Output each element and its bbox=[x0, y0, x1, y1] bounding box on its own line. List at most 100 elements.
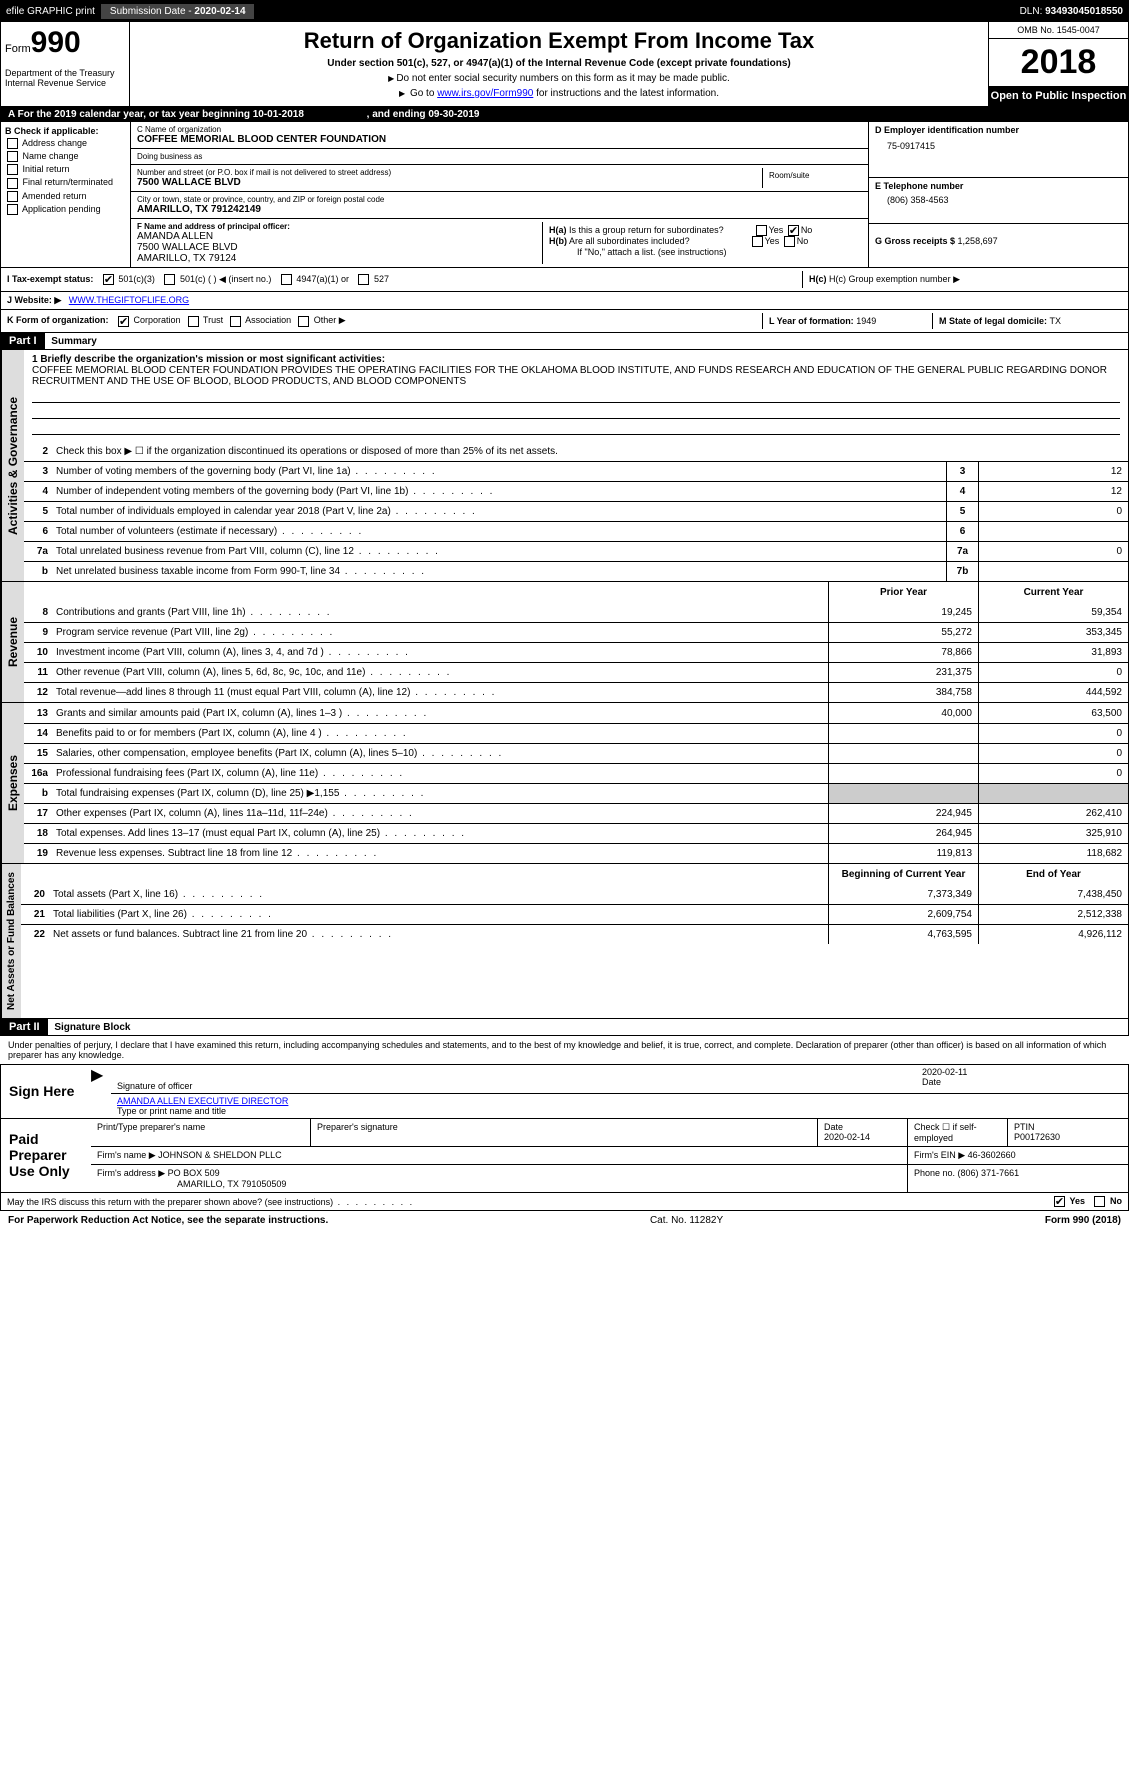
cb-corporation[interactable] bbox=[118, 316, 129, 327]
governance-section: Activities & Governance 1 Briefly descri… bbox=[0, 350, 1129, 582]
cb-pending: Application pending bbox=[5, 204, 126, 215]
col-b-checkboxes: B Check if applicable: Address change Na… bbox=[1, 122, 131, 267]
h-b: H(b) Are all subordinates included? Yes … bbox=[549, 236, 856, 247]
omb-number: OMB No. 1545-0047 bbox=[989, 22, 1128, 39]
line-20: 20Total assets (Part X, line 16)7,373,34… bbox=[21, 884, 1128, 904]
org-name: COFFEE MEMORIAL BLOOD CENTER FOUNDATION bbox=[137, 134, 862, 145]
ein-value: 75-0917415 bbox=[875, 135, 1122, 157]
expenses-tab: Expenses bbox=[1, 703, 24, 863]
paid-preparer-label: Paid Preparer Use Only bbox=[1, 1119, 91, 1192]
goto-note: Go to www.irs.gov/Form990 for instructio… bbox=[136, 88, 982, 99]
line-11: 11Other revenue (Part VIII, column (A), … bbox=[24, 662, 1128, 682]
gov-line-4: 4Number of independent voting members of… bbox=[24, 481, 1128, 501]
part2-header: Part II Signature Block bbox=[0, 1019, 1129, 1036]
org-city: AMARILLO, TX 791242149 bbox=[137, 204, 862, 215]
inspection-badge: Open to Public Inspection bbox=[989, 86, 1128, 106]
col-c-org-info: C Name of organization COFFEE MEMORIAL B… bbox=[131, 122, 868, 267]
period-row: A For the 2019 calendar year, or tax yea… bbox=[0, 107, 1129, 122]
discuss-no[interactable] bbox=[1094, 1196, 1105, 1207]
info-grid: B Check if applicable: Address change Na… bbox=[0, 122, 1129, 268]
cb-initial-return: Initial return bbox=[5, 164, 126, 175]
ptin-value: P00172630 bbox=[1014, 1132, 1122, 1142]
h-a: H(a) H(a) Is this a group return for sub… bbox=[549, 225, 856, 236]
cb-name-change: Name change bbox=[5, 151, 126, 162]
line-10: 10Investment income (Part VIII, column (… bbox=[24, 642, 1128, 662]
line-21: 21Total liabilities (Part X, line 26)2,6… bbox=[21, 904, 1128, 924]
revenue-header: Prior Year Current Year bbox=[24, 582, 1128, 602]
mission-text: COFFEE MEMORIAL BLOOD CENTER FOUNDATION … bbox=[32, 365, 1120, 387]
penalty-declaration: Under penalties of perjury, I declare th… bbox=[0, 1036, 1129, 1064]
netassets-tab: Net Assets or Fund Balances bbox=[1, 864, 21, 1018]
tax-year: 2018 bbox=[989, 39, 1128, 86]
cb-address-change: Address change bbox=[5, 138, 126, 149]
dln: DLN: 93493045018550 bbox=[1014, 4, 1129, 19]
tax-status-row: I Tax-exempt status: 501(c)(3) 501(c) ( … bbox=[0, 268, 1129, 292]
year-formation: 1949 bbox=[856, 316, 876, 326]
mission-block: 1 Briefly describe the organization's mi… bbox=[24, 350, 1128, 441]
form990-link[interactable]: www.irs.gov/Form990 bbox=[437, 88, 533, 99]
officer-info: AMANDA ALLEN 7500 WALLACE BLVD AMARILLO,… bbox=[137, 231, 542, 264]
firm-address: PO BOX 509 bbox=[168, 1168, 220, 1178]
cb-501c3[interactable] bbox=[103, 274, 114, 285]
gov-line-3: 3Number of voting members of the governi… bbox=[24, 461, 1128, 481]
expenses-section: Expenses 13Grants and similar amounts pa… bbox=[0, 703, 1129, 864]
form-header: Form990 Department of the Treasury Inter… bbox=[0, 22, 1129, 107]
line-12: 12Total revenue—add lines 8 through 11 (… bbox=[24, 682, 1128, 702]
line-8: 8Contributions and grants (Part VIII, li… bbox=[24, 602, 1128, 622]
h-b-note: If "No," attach a list. (see instruction… bbox=[549, 247, 856, 257]
discuss-row: May the IRS discuss this return with the… bbox=[0, 1193, 1129, 1211]
revenue-tab: Revenue bbox=[1, 582, 24, 702]
line-13: 13Grants and similar amounts paid (Part … bbox=[24, 703, 1128, 723]
gov-line-6: 6Total number of volunteers (estimate if… bbox=[24, 521, 1128, 541]
prep-date: 2020-02-14 bbox=[824, 1132, 901, 1142]
line-14: 14Benefits paid to or for members (Part … bbox=[24, 723, 1128, 743]
line-22: 22Net assets or fund balances. Subtract … bbox=[21, 924, 1128, 944]
sign-arrow-icon: ▶ bbox=[91, 1065, 111, 1118]
gov-line-b: bNet unrelated business taxable income f… bbox=[24, 561, 1128, 581]
page-footer: For Paperwork Reduction Act Notice, see … bbox=[0, 1211, 1129, 1230]
cb-amended: Amended return bbox=[5, 191, 126, 202]
governance-tab: Activities & Governance bbox=[1, 350, 24, 581]
department-label: Department of the Treasury Internal Reve… bbox=[5, 68, 125, 88]
col-d-ein: D Employer identification number 75-0917… bbox=[868, 122, 1128, 267]
sign-date: 2020-02-11 bbox=[922, 1067, 1122, 1077]
part1-header: Part I Summary bbox=[0, 333, 1129, 350]
top-bar: efile GRAPHIC print Submission Date - 20… bbox=[0, 0, 1129, 22]
state-domicile: TX bbox=[1050, 316, 1062, 326]
line-19: 19Revenue less expenses. Subtract line 1… bbox=[24, 843, 1128, 863]
ssn-note: Do not enter social security numbers on … bbox=[136, 73, 982, 84]
netassets-section: Net Assets or Fund Balances Beginning of… bbox=[0, 864, 1129, 1019]
firm-ein: 46-3602660 bbox=[968, 1150, 1016, 1160]
submission-date: Submission Date - 2020-02-14 bbox=[102, 4, 254, 19]
line-17: 17Other expenses (Part IX, column (A), l… bbox=[24, 803, 1128, 823]
gross-receipts: 1,258,697 bbox=[958, 236, 998, 246]
phone-value: (806) 358-4563 bbox=[875, 191, 1122, 209]
form-subtitle: Under section 501(c), 527, or 4947(a)(1)… bbox=[136, 58, 982, 69]
h-c: H(c) H(c) Group exemption number ▶ bbox=[802, 271, 1122, 288]
sign-here-label: Sign Here bbox=[1, 1065, 91, 1118]
discuss-yes[interactable] bbox=[1054, 1196, 1065, 1207]
form-id-cell: Form990 Department of the Treasury Inter… bbox=[0, 22, 130, 107]
gov-line-5: 5Total number of individuals employed in… bbox=[24, 501, 1128, 521]
self-employed-check: Check ☐ if self-employed bbox=[908, 1119, 1008, 1146]
website-row: J Website: ▶ WWW.THEGIFTOFLIFE.ORG bbox=[0, 292, 1129, 310]
line-9: 9Program service revenue (Part VIII, lin… bbox=[24, 622, 1128, 642]
line-18: 18Total expenses. Add lines 13–17 (must … bbox=[24, 823, 1128, 843]
sign-here-block: Sign Here ▶ Signature of officer 2020-02… bbox=[0, 1064, 1129, 1193]
form-title: Return of Organization Exempt From Incom… bbox=[136, 28, 982, 54]
gov-line-7a: 7aTotal unrelated business revenue from … bbox=[24, 541, 1128, 561]
org-street: 7500 WALLACE BLVD bbox=[137, 177, 762, 188]
line-16a: 16aProfessional fundraising fees (Part I… bbox=[24, 763, 1128, 783]
line-b: bTotal fundraising expenses (Part IX, co… bbox=[24, 783, 1128, 803]
korg-row: K Form of organization: Corporation Trus… bbox=[0, 310, 1129, 333]
cb-final-return: Final return/terminated bbox=[5, 177, 126, 188]
revenue-section: Revenue Prior Year Current Year 8Contrib… bbox=[0, 582, 1129, 703]
website-link[interactable]: WWW.THEGIFTOFLIFE.ORG bbox=[69, 295, 189, 305]
gov-line-2: 2Check this box ▶ ☐ if the organization … bbox=[24, 441, 1128, 461]
efile-label: efile GRAPHIC print bbox=[0, 4, 102, 19]
year-cell: OMB No. 1545-0047 2018 Open to Public In… bbox=[989, 22, 1129, 107]
signer-name: AMANDA ALLEN EXECUTIVE DIRECTOR bbox=[117, 1096, 1122, 1106]
firm-phone: (806) 371-7661 bbox=[958, 1168, 1020, 1178]
line-15: 15Salaries, other compensation, employee… bbox=[24, 743, 1128, 763]
netassets-header: Beginning of Current Year End of Year bbox=[21, 864, 1128, 884]
